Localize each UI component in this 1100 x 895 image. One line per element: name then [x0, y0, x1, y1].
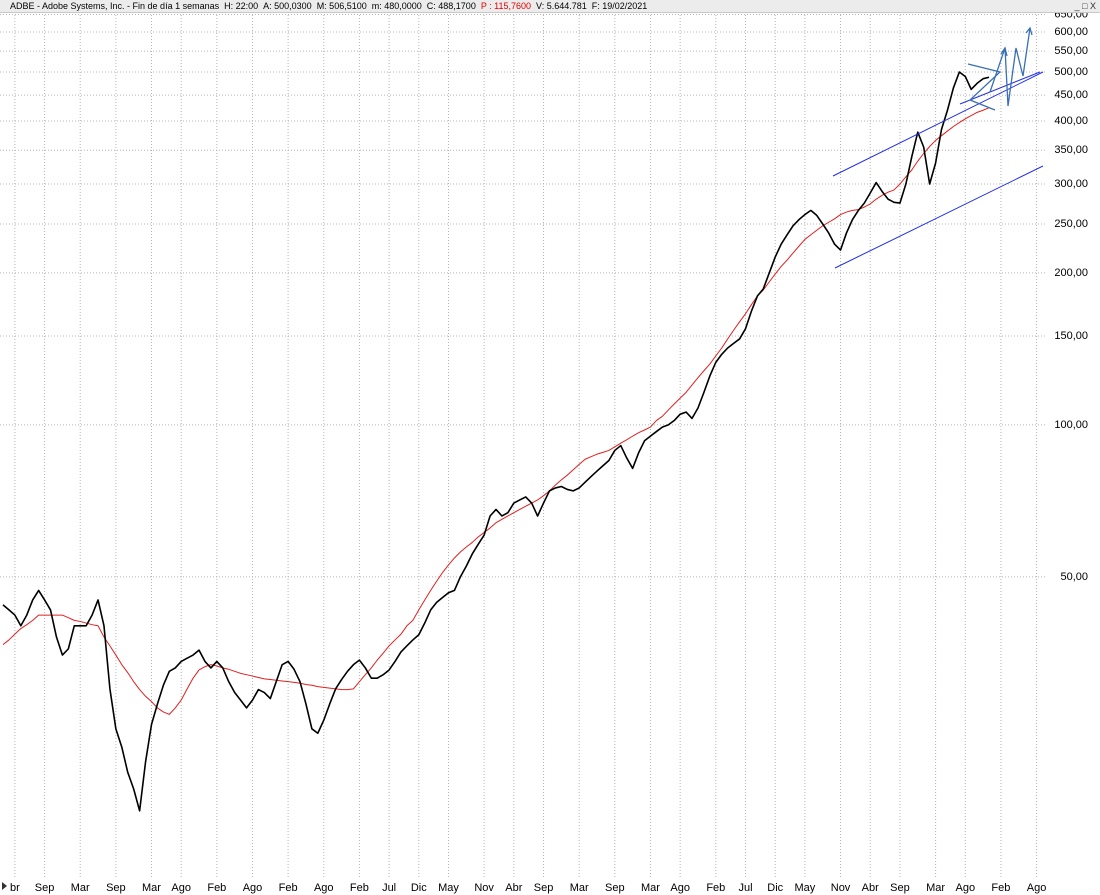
x-tick-label: May: [438, 882, 459, 894]
x-tick-label: Feb: [350, 882, 369, 894]
header-title: ADBE - Adobe Systems, Inc. - Fin de día …: [10, 1, 220, 11]
x-tick-label: Dic: [767, 882, 783, 894]
marks: [2, 71, 990, 812]
x-tick-label: Sep: [890, 882, 910, 894]
x-tick-label: Feb: [706, 882, 725, 894]
trend-line: [832, 71, 1044, 177]
header-info: H: 22:00: [224, 1, 259, 11]
y-tick-label: 100,00: [1054, 419, 1088, 431]
header: ADBE - Adobe Systems, Inc. - Fin de día …: [0, 0, 1100, 13]
y-tick-label: 200,00: [1054, 267, 1088, 279]
x-tick-label: br: [10, 882, 20, 894]
trend-line: [834, 165, 1044, 269]
x-tick-label: Nov: [831, 882, 851, 894]
series-line: [2, 71, 990, 812]
x-tick-label: Abr: [862, 882, 879, 894]
x-tick-label: Ago: [955, 882, 975, 894]
header-info: M: 506,5100: [316, 1, 367, 11]
arrow-head: [1025, 26, 1033, 36]
x-tick-label: Mar: [926, 882, 945, 894]
series-line: [2, 107, 990, 715]
trend-line: [959, 71, 1041, 105]
window-controls[interactable]: _ □ X: [1074, 1, 1096, 11]
y-tick-label: 450,00: [1054, 89, 1088, 101]
x-tick-label: Jul: [382, 882, 396, 894]
x-tick-label: Sep: [534, 882, 554, 894]
x-tick-label: Ago: [1027, 882, 1047, 894]
x-tick-label: Sep: [35, 882, 55, 894]
projection-arrow: [989, 27, 1031, 107]
y-tick-label: 300,00: [1054, 178, 1088, 190]
scroll-icon[interactable]: [2, 882, 7, 890]
header-info: A: 500,0300: [263, 1, 312, 11]
x-tick-label: Mar: [570, 882, 589, 894]
header-info: P : 115,7600: [480, 1, 532, 11]
header-info: V: 5.644.781: [536, 1, 587, 11]
x-tick-label: Abr: [505, 882, 522, 894]
header-info: F: 19/02/2021: [591, 1, 648, 11]
x-tick-label: Sep: [605, 882, 625, 894]
x-tick-label: May: [795, 882, 816, 894]
x-tick-label: Feb: [207, 882, 226, 894]
y-tick-label: 350,00: [1054, 144, 1088, 156]
x-tick-label: Mar: [142, 882, 161, 894]
y-tick-label: 150,00: [1054, 330, 1088, 342]
x-tick-label: Feb: [991, 882, 1010, 894]
x-tick-label: Mar: [71, 882, 90, 894]
x-tick-label: Nov: [474, 882, 494, 894]
y-tick-label: 500,00: [1054, 66, 1088, 78]
x-tick-label: Ago: [171, 882, 191, 894]
x-tick-label: Jul: [738, 882, 752, 894]
x-tick-label: Dic: [411, 882, 427, 894]
header-info: m: 480,0000: [371, 1, 422, 11]
grid: [0, 14, 1045, 878]
y-tick-label: 50,00: [1060, 571, 1088, 583]
header-info: C: 488,1700: [426, 1, 476, 11]
x-tick-label: Mar: [641, 882, 660, 894]
y-tick-label: 550,00: [1054, 45, 1088, 57]
y-tick-label: 600,00: [1054, 26, 1088, 38]
x-tick-label: Ago: [243, 882, 263, 894]
x-tick-label: Sep: [106, 882, 126, 894]
y-tick-label: 400,00: [1054, 115, 1088, 127]
y-tick-label: 250,00: [1054, 218, 1088, 230]
x-tick-label: Feb: [279, 882, 298, 894]
x-tick-label: Ago: [670, 882, 690, 894]
arrow-head: [1000, 46, 1008, 57]
triangle: [967, 63, 1002, 111]
x-tick-label: Ago: [314, 882, 334, 894]
